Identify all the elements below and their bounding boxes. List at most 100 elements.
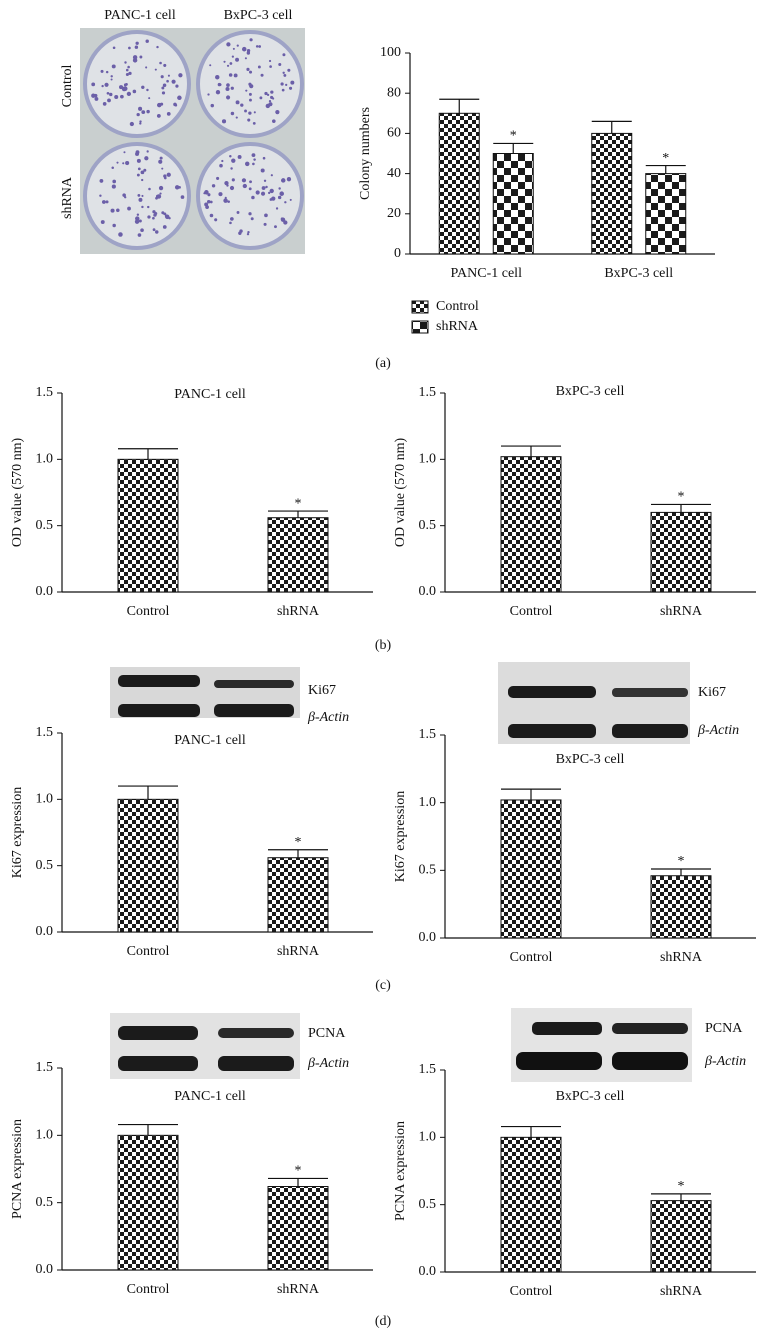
y-axis-label: Ki67 expression: [393, 791, 408, 882]
colony: [248, 187, 252, 191]
colony: [134, 45, 139, 49]
colony: [155, 230, 159, 234]
bar: [500, 1136, 562, 1273]
colony: [259, 96, 263, 100]
colony: [161, 167, 164, 170]
colony: [128, 46, 131, 50]
y-tick-label: 1.0: [419, 795, 437, 810]
colony: [119, 85, 124, 90]
photo-column-label: PANC-1 cell: [104, 8, 176, 23]
y-tick-label: 0.0: [36, 924, 54, 939]
colony: [152, 216, 155, 220]
colony: [211, 184, 216, 188]
colony: [235, 57, 240, 62]
blot-band: [612, 724, 688, 738]
colony: [275, 110, 280, 115]
colony: [264, 91, 268, 96]
colony: [244, 109, 247, 113]
colony: [223, 60, 226, 63]
colony: [139, 55, 143, 59]
chart: 0.0 0.5 1.0 1.5 PANC-1 cell OD value (570 nm)…: [10, 385, 373, 619]
blot-label: Ki67: [308, 683, 336, 698]
bar: [650, 1200, 712, 1273]
colony: [261, 186, 266, 190]
colony: [275, 207, 279, 210]
colony: [283, 220, 288, 225]
colony: [240, 103, 244, 107]
colony: [178, 186, 181, 189]
colony: [250, 217, 254, 221]
chart: 0.0 0.5 1.0 1.5 BxPC-3 cell PCNA expression Co…: [393, 1062, 756, 1299]
colony: [205, 205, 209, 209]
colony: [105, 70, 109, 74]
colony: [154, 68, 157, 71]
colony: [278, 187, 281, 190]
panel-label: (b): [375, 638, 392, 653]
colony: [112, 46, 116, 50]
colony: [248, 92, 252, 96]
colony: [239, 229, 243, 233]
x-tick-label: shRNA: [277, 604, 320, 619]
colony: [209, 200, 213, 204]
colony: [207, 200, 211, 204]
blot-band: [508, 686, 596, 698]
x-tick-label: Control: [127, 1282, 170, 1297]
colony: [110, 75, 113, 78]
colony: [175, 84, 179, 88]
bar: [117, 798, 179, 933]
colony: [289, 198, 292, 201]
colony: [146, 88, 149, 92]
colony: [122, 193, 126, 197]
colony: [140, 170, 145, 175]
colony: [227, 200, 230, 203]
bar: [267, 1186, 329, 1271]
blot-background: [511, 1008, 692, 1082]
colony: [105, 200, 109, 204]
significance-mark: *: [678, 490, 685, 505]
colony: [123, 151, 126, 154]
colony: [263, 222, 267, 226]
y-tick-label: 0.5: [36, 518, 54, 533]
colony: [112, 179, 117, 184]
colony: [236, 44, 239, 47]
colony: [290, 80, 295, 85]
colony: [136, 173, 140, 177]
y-axis-label: PCNA expression: [393, 1121, 408, 1221]
colony: [272, 119, 276, 123]
colony: [148, 97, 151, 100]
plate-photo: PANC-1 cell BxPC-3 cell Control shRNA: [60, 8, 305, 254]
colony: [152, 228, 156, 232]
colony: [102, 102, 107, 106]
colony: [255, 190, 260, 195]
photo-row-label: Control: [60, 65, 75, 108]
colony: [223, 198, 228, 203]
colony: [123, 83, 127, 87]
blot-label: PCNA: [705, 1021, 743, 1036]
colony: [249, 180, 252, 184]
y-tick-label: 0: [394, 246, 401, 261]
blot-label: β-Actin: [704, 1054, 746, 1069]
colony: [180, 195, 185, 199]
y-tick-label: 0.5: [36, 1195, 54, 1210]
colony: [178, 73, 183, 78]
blot-label: β-Actin: [307, 710, 349, 725]
blot-label: PCNA: [308, 1026, 346, 1041]
y-tick-label: 60: [387, 126, 401, 141]
y-tick-label: 1.0: [419, 452, 437, 467]
colony: [252, 162, 255, 166]
colony: [270, 90, 274, 94]
colony: [269, 65, 272, 68]
colony: [233, 73, 238, 78]
colony: [132, 55, 138, 60]
y-tick-label: 80: [387, 85, 401, 100]
colony: [91, 82, 96, 87]
colony: [207, 193, 211, 197]
bar: [492, 153, 534, 255]
colony: [280, 178, 286, 183]
significance-mark: *: [662, 151, 669, 166]
colony: [161, 86, 165, 90]
colony: [156, 45, 159, 49]
colony: [260, 73, 264, 77]
colony: [219, 163, 223, 168]
